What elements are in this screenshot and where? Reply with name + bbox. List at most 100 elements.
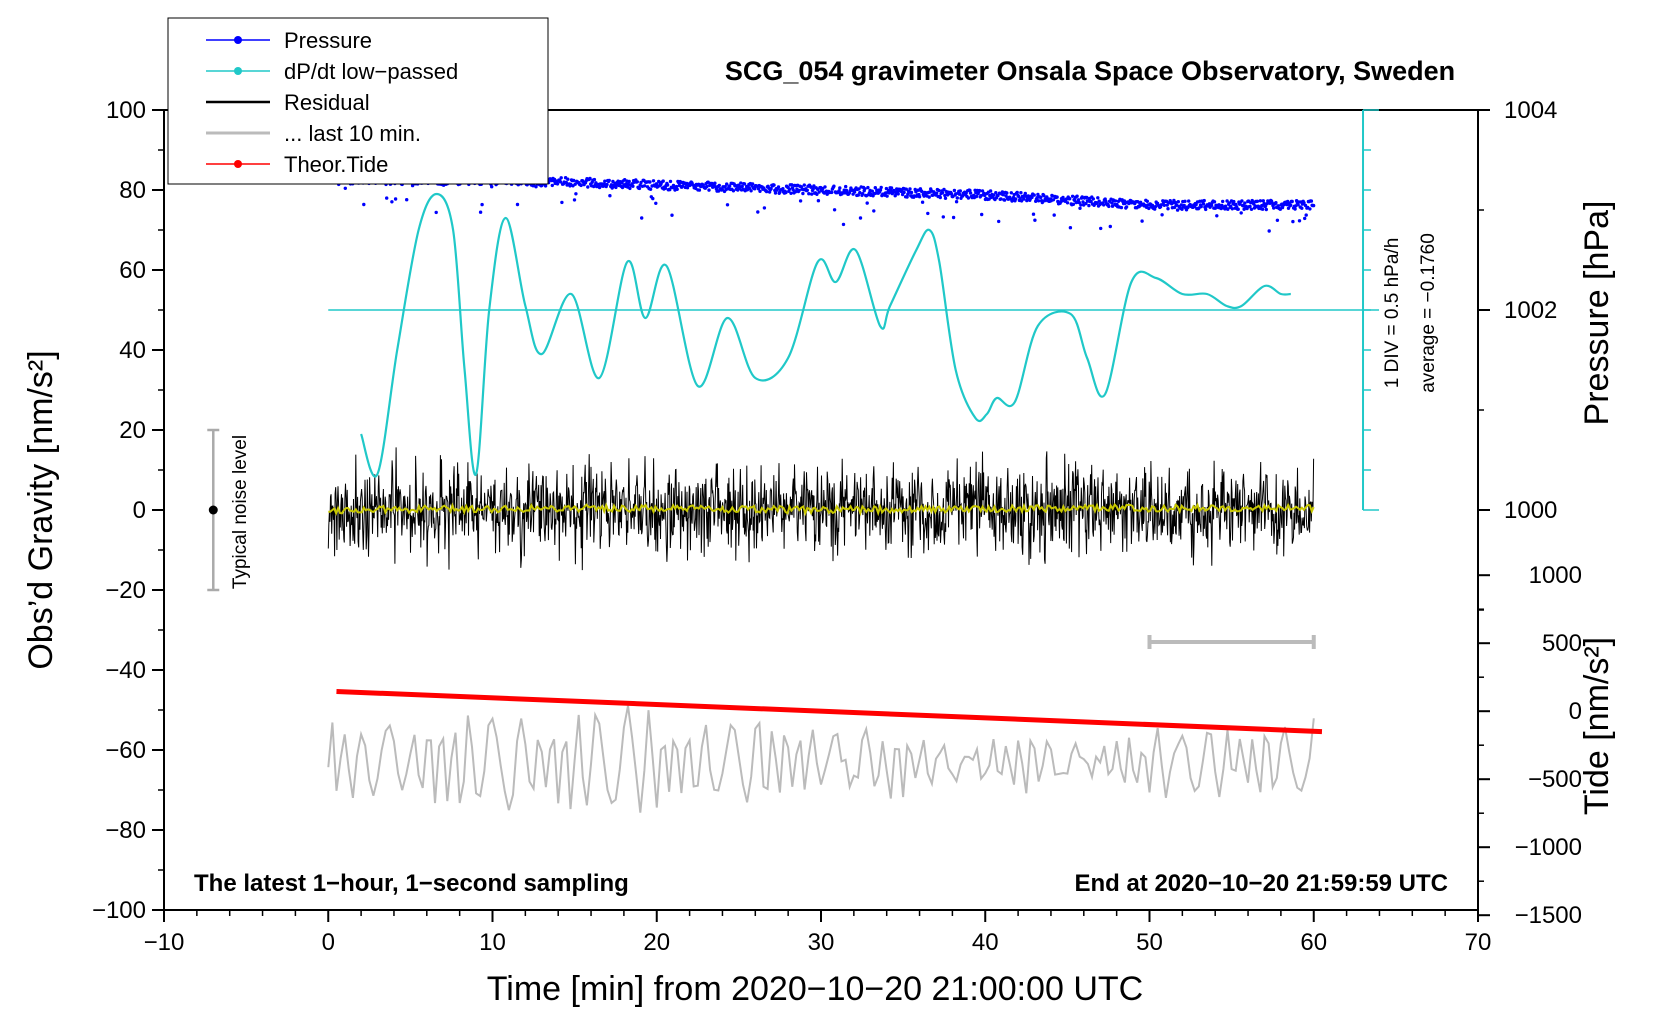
pressure-point bbox=[1302, 201, 1306, 205]
legend-label: dP/dt low−passed bbox=[284, 59, 458, 84]
pressure-point bbox=[1199, 204, 1203, 209]
pressure-point bbox=[857, 187, 861, 191]
pressure-point bbox=[949, 192, 954, 196]
pressure-point bbox=[1084, 201, 1088, 206]
pressure-point bbox=[844, 184, 848, 189]
x-tick-label: 10 bbox=[479, 929, 506, 956]
pressure-point bbox=[663, 186, 668, 190]
pressure-point bbox=[515, 202, 520, 207]
pressure-point bbox=[725, 203, 730, 207]
pressure-point bbox=[1308, 207, 1312, 211]
dpdt-div-label: 1 DIV = 0.5 hPa/h bbox=[1382, 238, 1403, 389]
pressure-point bbox=[648, 187, 653, 191]
pressure-point bbox=[1202, 198, 1206, 203]
pressure-point bbox=[1289, 203, 1293, 207]
pressure-tick-label: 1004 bbox=[1504, 97, 1557, 124]
pressure-point bbox=[742, 182, 747, 186]
pressure-point bbox=[863, 187, 867, 191]
pressure-point bbox=[1159, 203, 1164, 207]
pressure-point bbox=[1096, 196, 1100, 200]
pressure-point bbox=[816, 199, 821, 203]
pressure-point bbox=[1039, 195, 1043, 200]
pressure-point bbox=[844, 188, 849, 193]
pressure-point bbox=[884, 186, 889, 191]
pressure-point bbox=[815, 192, 819, 196]
pressure-point bbox=[1124, 205, 1129, 209]
pressure-point bbox=[1249, 207, 1254, 211]
pressure-point bbox=[1099, 226, 1103, 231]
pressure-point bbox=[872, 209, 876, 213]
pressure-point bbox=[776, 185, 781, 189]
pressure-point bbox=[434, 210, 438, 215]
pressure-point bbox=[784, 190, 788, 195]
pressure-point bbox=[1201, 202, 1206, 206]
pressure-point bbox=[896, 192, 900, 196]
y-tick-label: −60 bbox=[105, 737, 146, 764]
pressure-point bbox=[988, 189, 993, 193]
pressure-point bbox=[756, 187, 761, 191]
pressure-point bbox=[927, 195, 931, 199]
pressure-point bbox=[1004, 194, 1008, 198]
annotation-left: The latest 1−hour, 1−second sampling bbox=[194, 870, 629, 897]
pressure-point bbox=[905, 195, 909, 199]
pressure-point bbox=[739, 181, 743, 185]
pressure-point bbox=[762, 206, 767, 210]
pressure-point bbox=[620, 185, 625, 190]
pressure-point bbox=[1215, 214, 1219, 218]
pressure-point bbox=[478, 210, 483, 214]
pressure-point bbox=[608, 194, 612, 198]
last10-bar bbox=[1147, 635, 1316, 649]
pressure-point bbox=[1232, 199, 1236, 204]
pressure-point bbox=[1230, 207, 1235, 211]
x-tick-label: 0 bbox=[322, 929, 335, 956]
noise-bar-center bbox=[208, 505, 218, 515]
pressure-point bbox=[920, 200, 925, 204]
pressure-point bbox=[1087, 203, 1091, 208]
pressure-point bbox=[728, 184, 732, 188]
legend-label: Residual bbox=[284, 90, 370, 115]
pressure-point bbox=[1241, 204, 1246, 208]
pressure-point bbox=[1236, 207, 1240, 211]
pressure-point bbox=[490, 185, 494, 189]
pressure-point bbox=[753, 187, 757, 191]
pressure-point bbox=[1033, 218, 1037, 222]
y-tick-label: −40 bbox=[105, 657, 146, 684]
x-axis: −10 0 10 20 30 40 50 60 70 bbox=[144, 910, 1491, 956]
pressure-point bbox=[637, 186, 642, 191]
legend: Pressure dP/dt low−passed Residual ... last… bbox=[167, 17, 549, 185]
pressure-point bbox=[1183, 199, 1187, 203]
tide-tick-label: −1000 bbox=[1515, 834, 1582, 861]
pressure-point bbox=[1147, 206, 1151, 211]
pressure-point bbox=[1213, 206, 1218, 210]
pressure-point bbox=[830, 190, 834, 195]
chart-title: SCG_054 gravimeter Onsala Space Observat… bbox=[725, 56, 1455, 86]
pressure-point bbox=[1260, 207, 1265, 211]
pressure-point bbox=[790, 183, 794, 187]
pressure-point bbox=[675, 187, 679, 191]
pressure-point bbox=[731, 189, 736, 193]
tide-tick-label: 500 bbox=[1542, 630, 1582, 657]
pressure-point bbox=[1068, 197, 1072, 201]
pressure-point bbox=[756, 210, 760, 214]
pressure-point bbox=[968, 191, 973, 195]
pressure-point bbox=[1075, 194, 1079, 198]
pressure-point bbox=[954, 200, 959, 204]
pressure-point bbox=[1097, 199, 1101, 203]
series-layer bbox=[327, 173, 1323, 813]
pressure-point bbox=[1173, 200, 1178, 205]
pressure-point bbox=[858, 190, 862, 195]
legend-label: Theor.Tide bbox=[284, 152, 388, 177]
y-tick-label: −80 bbox=[105, 817, 146, 844]
pressure-point bbox=[1234, 202, 1238, 207]
pressure-point bbox=[1179, 203, 1184, 207]
pressure-point bbox=[574, 192, 578, 196]
pressure-point bbox=[723, 185, 727, 189]
pressure-point bbox=[1303, 203, 1308, 208]
pressure-point bbox=[997, 219, 1001, 224]
pressure-point bbox=[1187, 199, 1191, 203]
pressure-point bbox=[902, 190, 906, 195]
pressure-point bbox=[1110, 201, 1114, 205]
pressure-point bbox=[873, 186, 877, 190]
pressure-point bbox=[1102, 203, 1106, 207]
pressure-point bbox=[627, 179, 631, 184]
